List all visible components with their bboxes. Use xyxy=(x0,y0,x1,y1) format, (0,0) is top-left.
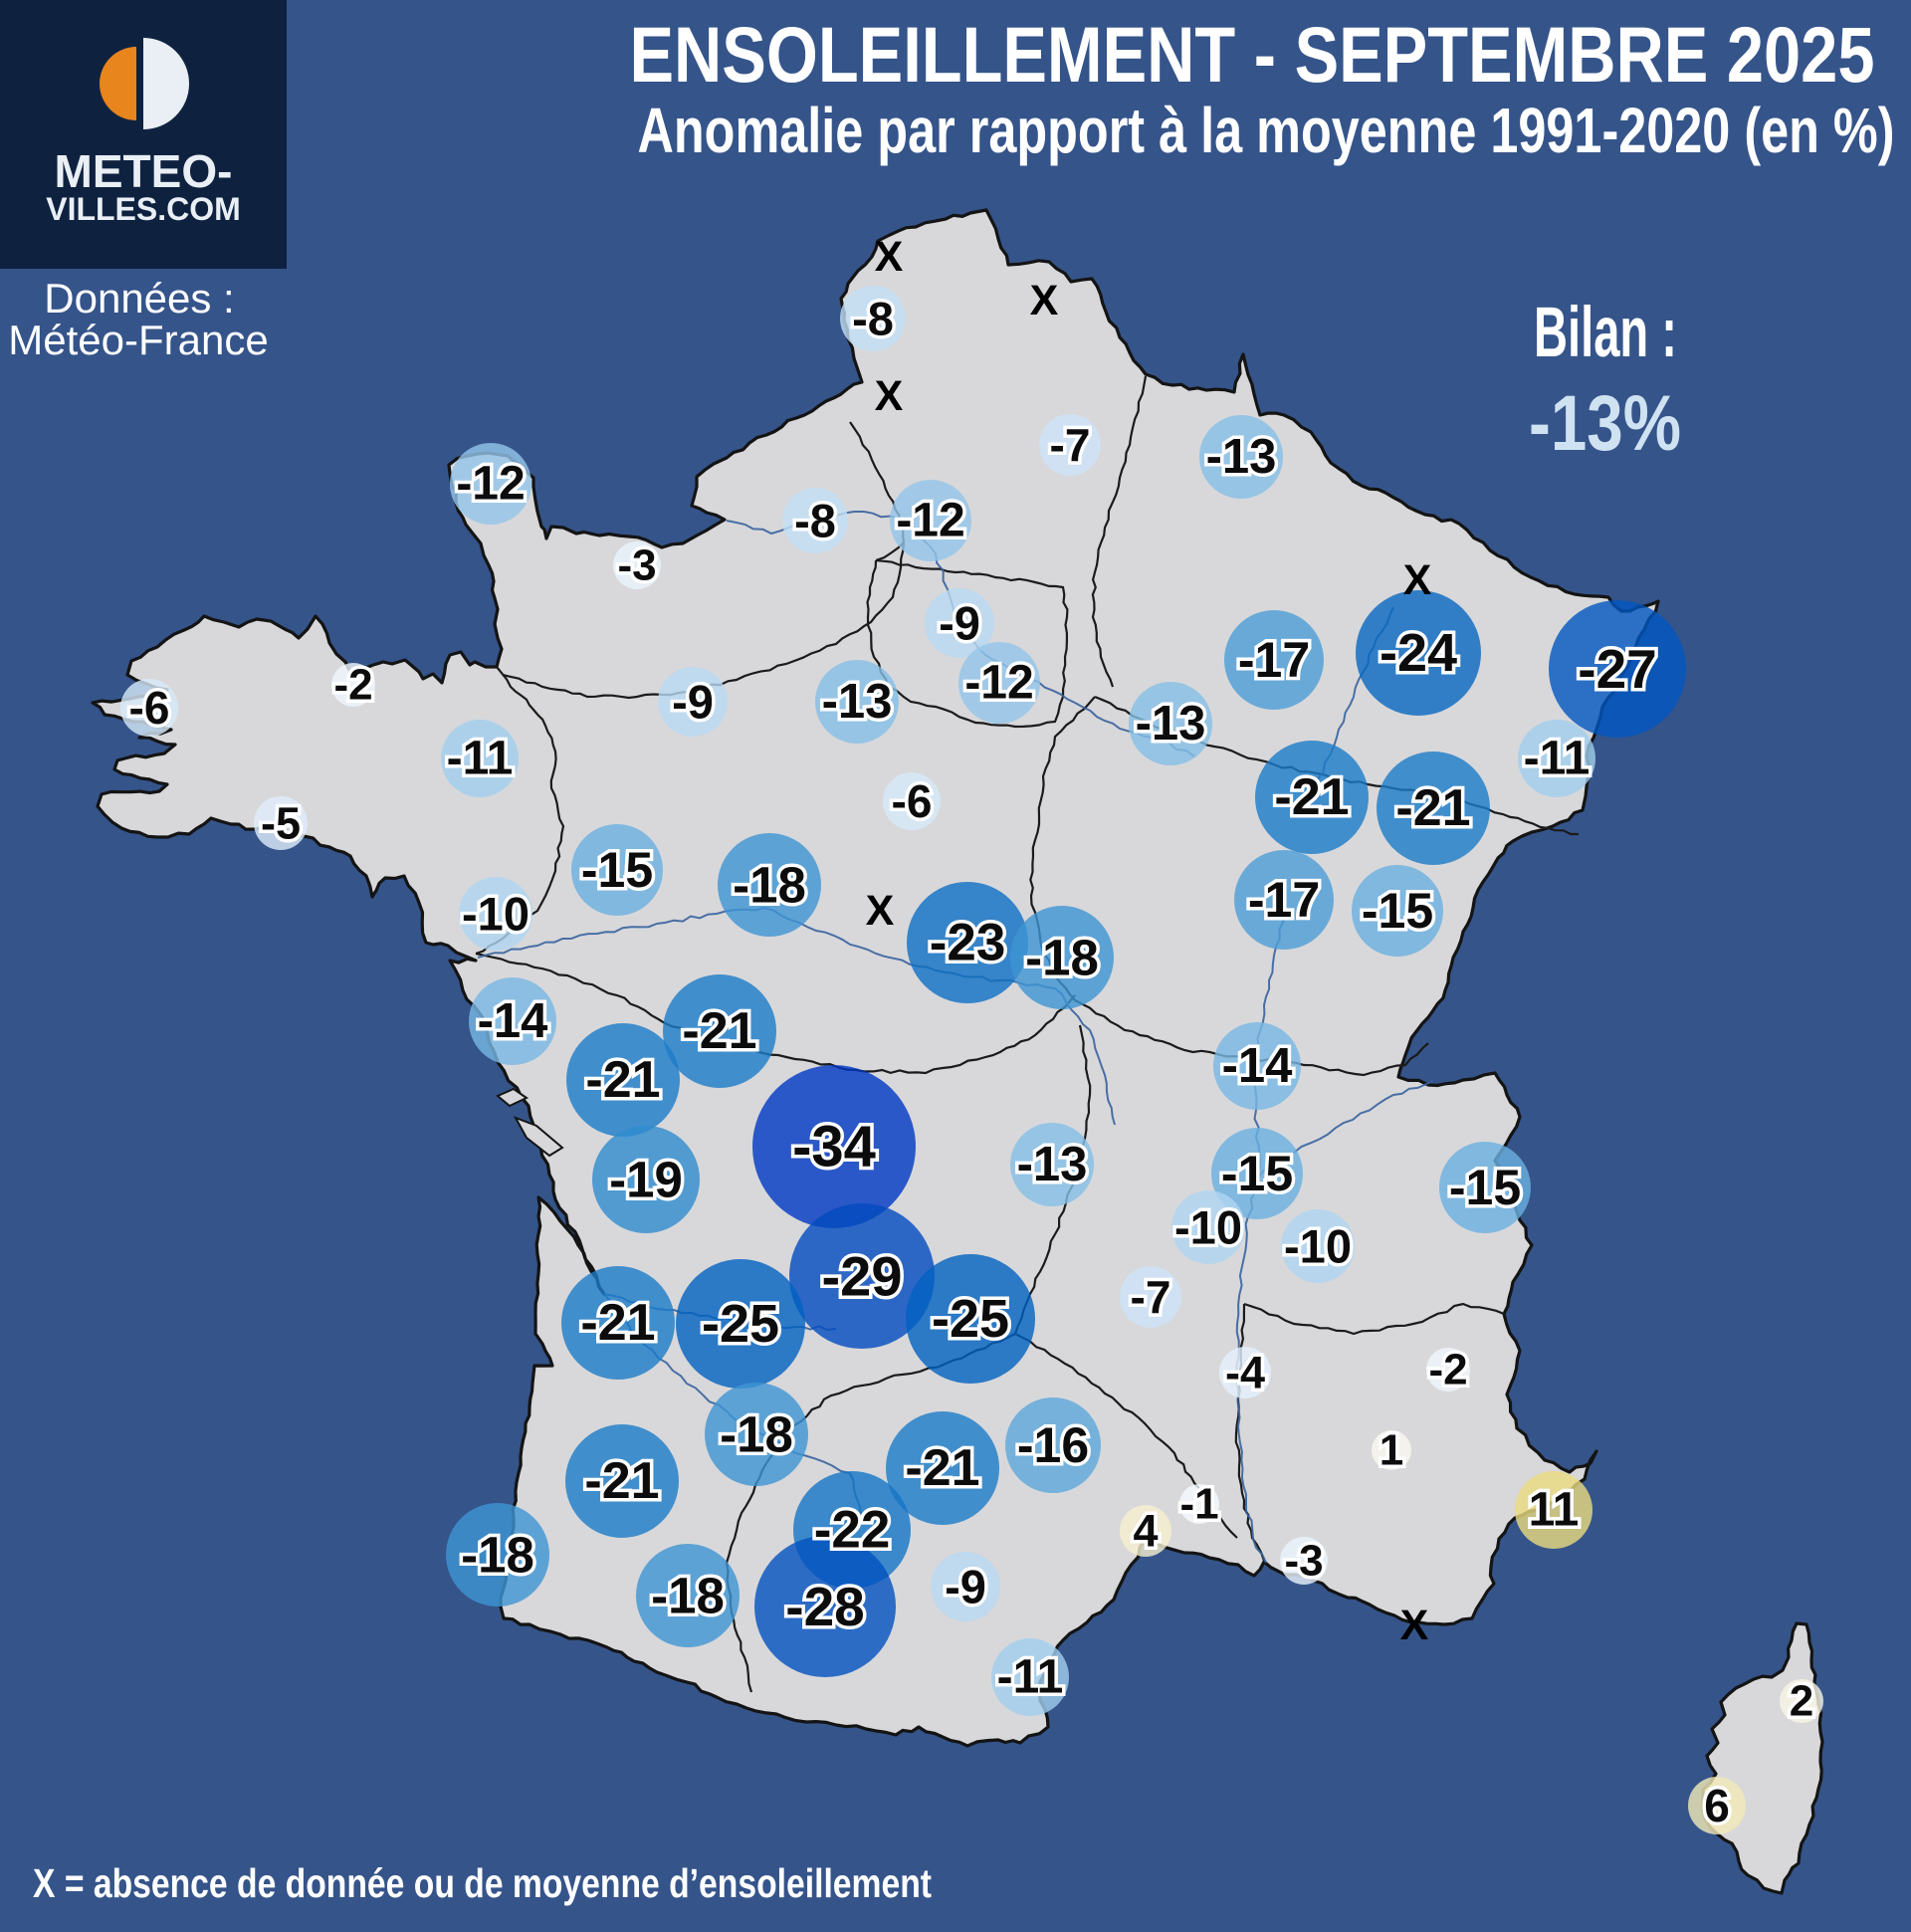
svg-text:-11: -11 xyxy=(447,733,514,785)
svg-text:X: X xyxy=(866,887,895,935)
svg-text:-13: -13 xyxy=(1206,430,1277,484)
svg-text:-7: -7 xyxy=(1131,1271,1171,1323)
svg-text:X: X xyxy=(875,233,904,281)
svg-text:-28: -28 xyxy=(785,1576,865,1637)
svg-text:-17: -17 xyxy=(1238,632,1310,688)
svg-text:Météo-France: Météo-France xyxy=(8,317,268,363)
svg-text:2: 2 xyxy=(1790,1677,1813,1726)
svg-text:-15: -15 xyxy=(1362,883,1433,939)
svg-text:-34: -34 xyxy=(792,1115,876,1180)
svg-text:-21: -21 xyxy=(1395,779,1470,837)
svg-text:-10: -10 xyxy=(1174,1201,1242,1254)
svg-text:-15: -15 xyxy=(1449,1160,1521,1215)
svg-text:-24: -24 xyxy=(1380,623,1457,683)
svg-text:-27: -27 xyxy=(1578,638,1657,700)
svg-text:-6: -6 xyxy=(129,682,170,734)
svg-text:-25: -25 xyxy=(702,1294,779,1354)
svg-text:-3: -3 xyxy=(1284,1537,1323,1586)
svg-text:X: X xyxy=(1403,556,1432,604)
svg-text:-18: -18 xyxy=(651,1568,725,1624)
svg-text:-9: -9 xyxy=(945,1561,986,1613)
svg-text:-21: -21 xyxy=(1274,768,1349,826)
svg-text:-21: -21 xyxy=(905,1439,979,1497)
svg-text:-12: -12 xyxy=(964,657,1033,710)
svg-text:-6: -6 xyxy=(892,775,933,827)
svg-text:-25: -25 xyxy=(932,1289,1009,1349)
svg-text:-12: -12 xyxy=(896,495,964,547)
svg-text:-21: -21 xyxy=(580,1294,655,1352)
svg-text:-3: -3 xyxy=(617,541,656,590)
svg-text:-11: -11 xyxy=(1524,733,1591,785)
svg-text:ENSOLEILLEMENT - SEPTEMBRE 202: ENSOLEILLEMENT - SEPTEMBRE 2025 xyxy=(630,10,1875,99)
svg-text:-14: -14 xyxy=(1222,1039,1293,1093)
svg-text:-9: -9 xyxy=(939,597,980,650)
svg-text:-29: -29 xyxy=(822,1245,903,1308)
svg-text:-18: -18 xyxy=(461,1527,534,1584)
svg-text:-13%: -13% xyxy=(1529,378,1681,467)
svg-text:-17: -17 xyxy=(1248,872,1320,928)
svg-text:-2: -2 xyxy=(333,661,372,710)
svg-text:1: 1 xyxy=(1380,1426,1403,1475)
svg-text:X: X xyxy=(1030,277,1059,324)
svg-text:-18: -18 xyxy=(720,1406,793,1463)
svg-text:-8: -8 xyxy=(852,293,894,345)
svg-text:-11: -11 xyxy=(997,1651,1064,1704)
svg-text:METEO-: METEO- xyxy=(55,145,233,197)
svg-text:X: X xyxy=(875,372,904,420)
svg-text:-21: -21 xyxy=(584,1452,659,1510)
svg-text:-15: -15 xyxy=(581,842,653,898)
svg-text:-18: -18 xyxy=(1025,930,1099,986)
svg-text:-13: -13 xyxy=(1136,697,1206,751)
svg-text:-15: -15 xyxy=(1221,1146,1293,1201)
svg-text:-19: -19 xyxy=(609,1152,683,1208)
svg-text:Anomalie par rapport à la moye: Anomalie par rapport à la moyenne 1991-2… xyxy=(638,95,1895,166)
svg-text:-14: -14 xyxy=(478,994,548,1048)
svg-text:-5: -5 xyxy=(261,798,301,849)
svg-text:-8: -8 xyxy=(794,495,836,547)
svg-text:11: 11 xyxy=(1529,1484,1580,1537)
svg-text:6: 6 xyxy=(1704,1780,1730,1831)
svg-text:-21: -21 xyxy=(585,1051,660,1109)
svg-text:VILLES.COM: VILLES.COM xyxy=(46,191,241,227)
svg-text:-12: -12 xyxy=(456,458,525,511)
svg-text:-7: -7 xyxy=(1050,419,1091,471)
svg-text:-10: -10 xyxy=(462,888,530,941)
svg-text:-21: -21 xyxy=(682,1002,756,1060)
svg-text:X: X xyxy=(1400,1602,1429,1649)
svg-text:-4: -4 xyxy=(1225,1348,1265,1398)
svg-text:-13: -13 xyxy=(1017,1138,1088,1191)
svg-text:4: 4 xyxy=(1133,1506,1158,1557)
svg-text:-10: -10 xyxy=(1284,1220,1352,1273)
svg-text:-9: -9 xyxy=(672,676,714,729)
svg-text:-2: -2 xyxy=(1428,1346,1467,1395)
svg-text:X = absence de donnée ou de mo: X = absence de donnée ou de moyenne d’en… xyxy=(33,1860,932,1906)
svg-text:-18: -18 xyxy=(733,857,806,914)
svg-text:-16: -16 xyxy=(1017,1417,1089,1473)
svg-text:-1: -1 xyxy=(1179,1480,1218,1529)
svg-text:-22: -22 xyxy=(814,1501,891,1560)
svg-text:-13: -13 xyxy=(822,675,893,729)
svg-text:Données :: Données : xyxy=(44,275,234,322)
svg-text:Bilan :: Bilan : xyxy=(1534,294,1677,372)
svg-text:-23: -23 xyxy=(930,914,1006,972)
